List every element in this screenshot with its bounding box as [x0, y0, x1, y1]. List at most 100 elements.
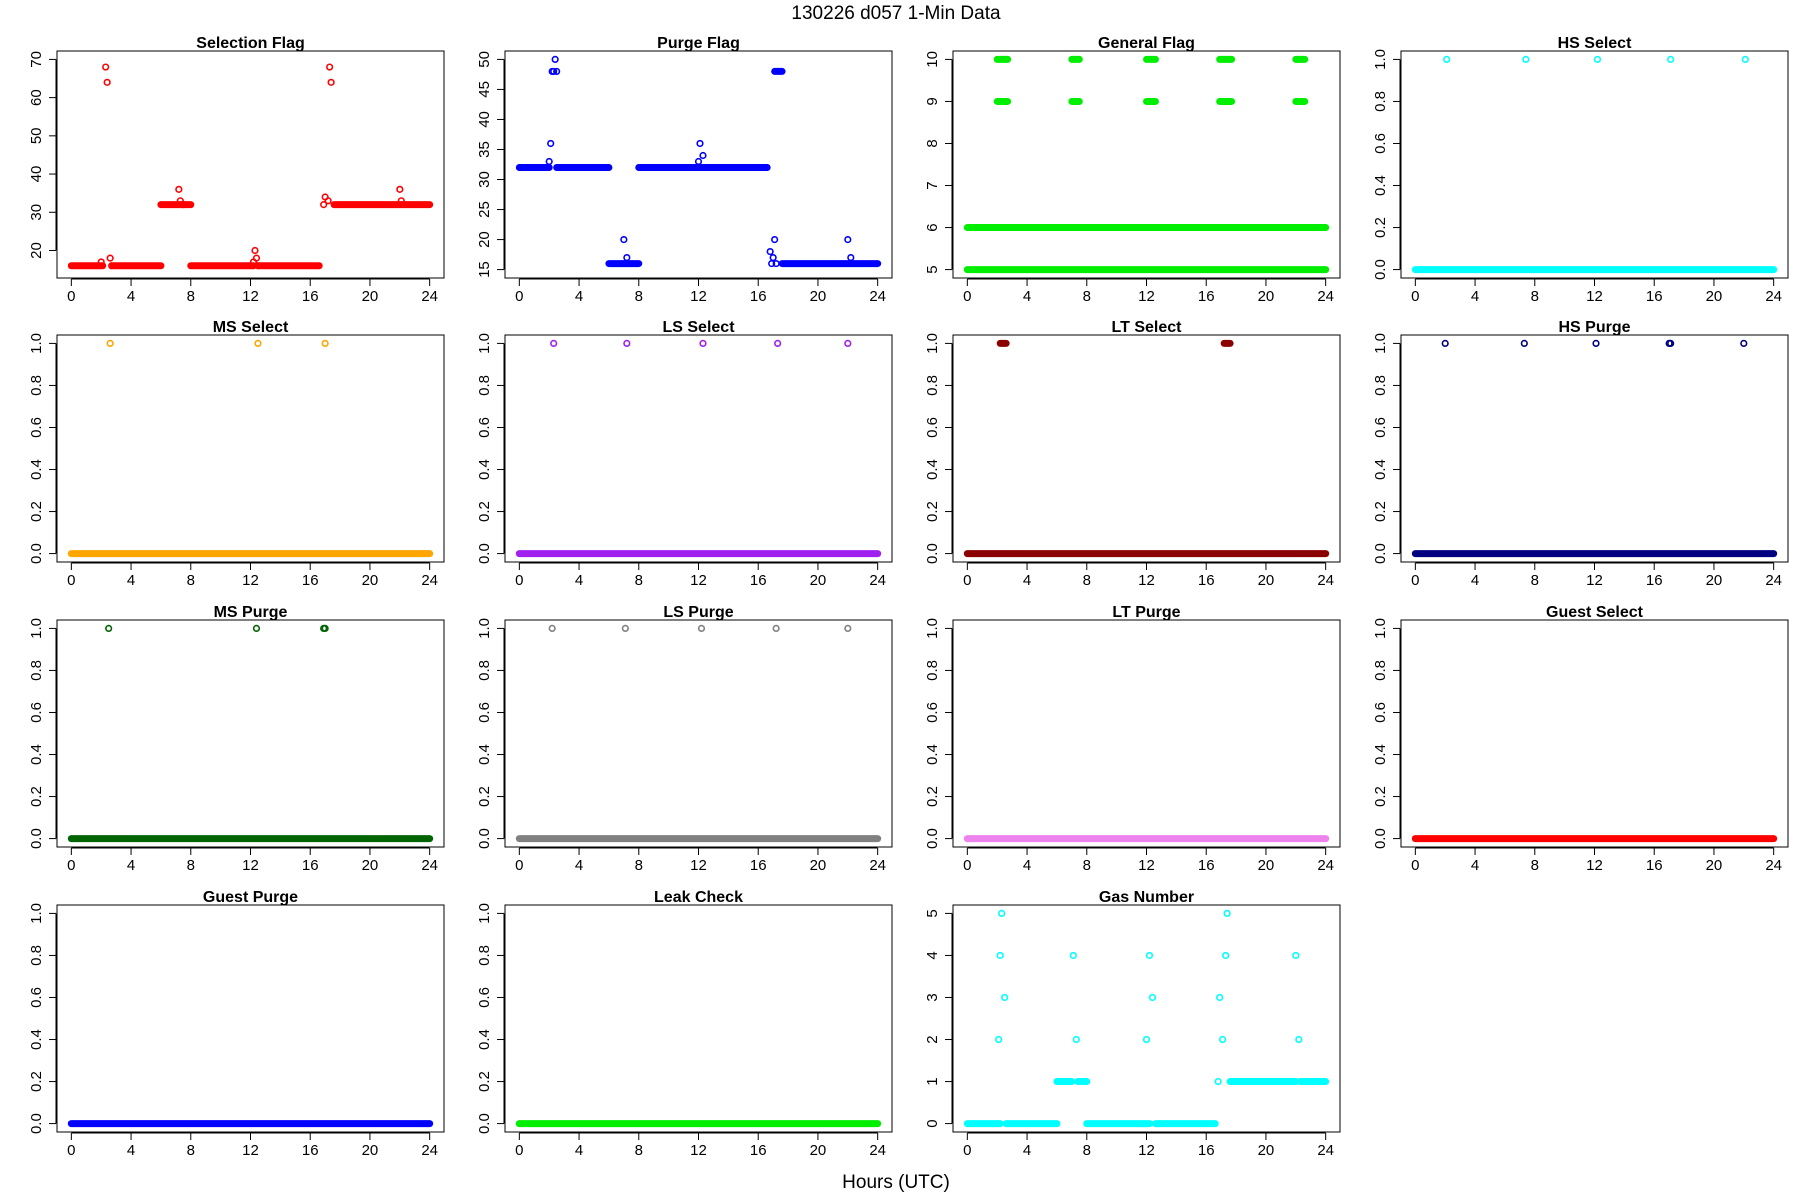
data-point: [774, 339, 782, 348]
plot-frame: [952, 904, 1341, 1133]
y-axis: 0.0 0.2 0.4 0.6 0.8 1.0: [476, 903, 505, 1134]
y-axis: 0.0 0.2 0.4 0.6 0.8 1.0: [1372, 49, 1401, 280]
data-point: [1145, 951, 1154, 960]
data-point: [771, 235, 779, 244]
y-axis: 0.0 0.2 0.4 0.6 0.8 1.0: [1372, 618, 1401, 849]
x-tick-label: 4: [575, 1142, 583, 1159]
x-tick-label: 12: [1586, 288, 1603, 305]
x-tick-label: 0: [515, 288, 523, 305]
data-point: [1148, 993, 1157, 1002]
y-tick-label: 30: [28, 204, 45, 221]
x-tick-label: 12: [690, 572, 707, 589]
x-tick-label: 0: [1411, 288, 1419, 305]
x-tick-label: 4: [575, 288, 583, 305]
data-point: [847, 253, 855, 262]
x-tick-label: 12: [242, 288, 259, 305]
y-tick-label: 0.0: [924, 543, 941, 564]
data-point: [1292, 951, 1300, 960]
x-axis: 0 4 8 12 16 20 24: [963, 1132, 1334, 1159]
x-tick-label: 20: [810, 1142, 827, 1159]
x-tick-label: 20: [362, 288, 379, 305]
data-point: [175, 185, 183, 193]
y-tick-label: 5: [924, 909, 941, 917]
x-tick-label: 8: [635, 857, 643, 874]
y-tick-label: 0.0: [28, 828, 45, 849]
y-axis: 20 30 40 50 60 70: [28, 51, 57, 259]
data-point: [996, 951, 1004, 960]
x-tick-label: 12: [242, 857, 259, 874]
x-tick-label: 24: [1317, 857, 1334, 874]
data-point: [1216, 993, 1224, 1002]
y-tick-label: 1.0: [476, 618, 493, 639]
x-axis: 0 4 8 12 16 20 24: [67, 847, 438, 874]
x-tick-label: 16: [302, 288, 319, 305]
x-tick-label: 12: [690, 288, 707, 305]
data-series: [963, 339, 1330, 558]
x-axis: 0 4 8 12 16 20 24: [515, 278, 886, 305]
panel-title: MS Select: [213, 319, 289, 336]
y-tick-label: 1.0: [28, 903, 45, 924]
y-tick-label: 70: [28, 51, 45, 68]
data-point: [1667, 339, 1675, 348]
x-axis: 0 4 8 12 16 20 24: [515, 1132, 886, 1159]
x-tick-label: 12: [1138, 1142, 1155, 1159]
x-tick-label: 16: [1198, 1142, 1215, 1159]
plot-frame: [56, 619, 445, 848]
y-axis: 0.0 0.2 0.4 0.6 0.8 1.0: [924, 333, 953, 564]
x-axis: 0 4 8 12 16 20 24: [67, 1132, 438, 1159]
y-tick-label: 0.4: [476, 1029, 493, 1050]
y-tick-label: 0.4: [28, 1029, 45, 1050]
data-point: [699, 339, 707, 348]
x-tick-label: 0: [515, 857, 523, 874]
y-tick-label: 4: [924, 951, 941, 959]
y-tick-label: 0.6: [28, 987, 45, 1008]
x-tick-label: 8: [187, 857, 195, 874]
y-tick-label: 0.4: [924, 744, 941, 765]
y-axis: 5 6 7 8 9 10: [924, 51, 953, 274]
y-axis: 0.0 0.2 0.4 0.6 0.8 1.0: [924, 618, 953, 849]
x-tick-label: 16: [1198, 572, 1215, 589]
y-tick-label: 0.4: [28, 744, 45, 765]
data-series: [1411, 55, 1778, 274]
x-tick-label: 12: [1138, 572, 1155, 589]
y-tick-label: 40: [28, 166, 45, 183]
x-tick-label: 12: [1138, 288, 1155, 305]
x-tick-label: 16: [1198, 288, 1215, 305]
data-series: [963, 909, 1330, 1128]
x-tick-label: 24: [1317, 288, 1334, 305]
panel-title: Leak Check: [654, 889, 743, 906]
y-axis: 0 1 2 3 4 5: [924, 909, 953, 1128]
y-tick-label: 10: [924, 51, 941, 68]
y-tick-label: 1.0: [28, 333, 45, 354]
data-point: [1741, 55, 1749, 64]
x-tick-label: 0: [67, 288, 75, 305]
y-tick-label: 0.2: [1372, 786, 1389, 807]
x-tick-label: 0: [963, 572, 971, 589]
y-tick-label: 45: [476, 81, 493, 98]
data-point: [1593, 55, 1602, 64]
panel-title: Guest Purge: [203, 889, 298, 906]
x-tick-label: 0: [67, 1142, 75, 1159]
x-tick-label: 12: [242, 1142, 259, 1159]
x-tick-label: 16: [302, 1142, 319, 1159]
data-point: [324, 197, 332, 205]
plot-frame: [952, 50, 1341, 279]
y-axis: 0.0 0.2 0.4 0.6 0.8 1.0: [476, 333, 505, 564]
data-point: [106, 339, 114, 348]
figure-title: 130226 d057 1-Min Data: [791, 3, 1001, 24]
x-tick-label: 16: [1198, 857, 1215, 874]
data-point: [397, 197, 405, 205]
x-tick-label: 20: [362, 857, 379, 874]
data-series: [963, 55, 1330, 274]
y-tick-label: 0.0: [1372, 543, 1389, 564]
data-point: [252, 624, 261, 633]
data-point: [699, 151, 707, 160]
data-point: [1295, 1035, 1303, 1044]
y-tick-label: 0.6: [1372, 417, 1389, 438]
x-tick-label: 8: [187, 572, 195, 589]
y-tick-label: 3: [924, 993, 941, 1001]
y-tick-label: 0.0: [476, 828, 493, 849]
data-point: [1740, 339, 1748, 348]
x-tick-label: 20: [810, 572, 827, 589]
x-tick-label: 4: [575, 572, 583, 589]
